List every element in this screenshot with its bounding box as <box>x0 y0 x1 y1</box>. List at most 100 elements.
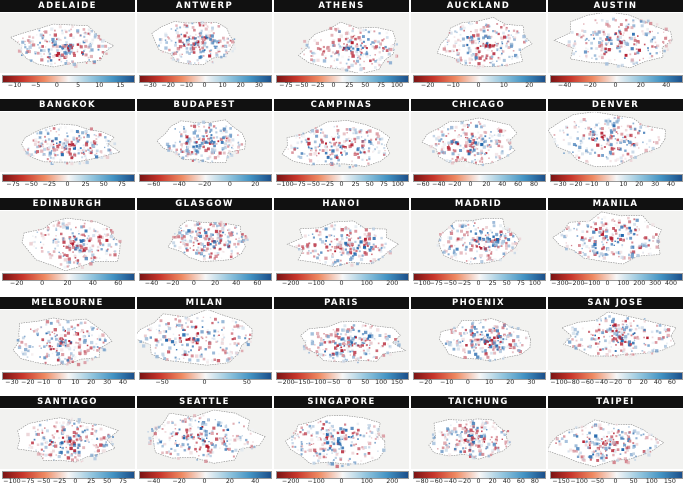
map-cell <box>636 144 638 146</box>
map-cell <box>500 36 504 41</box>
map-cell <box>497 332 500 335</box>
map-cell <box>196 332 200 335</box>
map-cell <box>348 56 350 58</box>
map-cell <box>239 325 241 327</box>
map-cell <box>190 354 194 358</box>
map-cell <box>175 326 177 328</box>
map-cell <box>24 343 28 346</box>
map-cell <box>657 337 661 341</box>
map-cell <box>453 244 456 247</box>
map-cell <box>487 346 490 349</box>
map-cell <box>182 229 185 232</box>
map-cell <box>602 256 606 260</box>
map-cell <box>355 249 358 253</box>
panel-budapest: BUDAPEST −60 −40 −20 0 20 <box>137 99 272 196</box>
map-cell <box>192 131 196 135</box>
map-cell <box>144 337 149 341</box>
colorbar <box>276 372 409 380</box>
map-cell <box>633 222 636 226</box>
map-cell <box>349 245 351 247</box>
map-cell <box>96 245 100 249</box>
map-cell <box>78 454 81 457</box>
map-cell <box>84 39 88 43</box>
map-cell <box>642 242 645 246</box>
map-cell <box>62 421 65 424</box>
map-cell <box>215 53 219 57</box>
map-cell <box>62 338 64 340</box>
map-cell <box>611 219 614 222</box>
colorbar-tick-label: 10 <box>619 181 628 188</box>
map-cell <box>70 156 74 160</box>
map-cell <box>365 240 368 242</box>
map-cell <box>579 55 581 57</box>
map-cell <box>63 44 67 47</box>
map-cell <box>642 23 645 25</box>
map-cell <box>466 36 469 39</box>
map-cell <box>604 130 607 133</box>
colorbar <box>139 75 272 83</box>
map-cell <box>490 252 493 255</box>
map-cell <box>44 427 46 429</box>
map-cell <box>40 326 42 328</box>
map-cell <box>615 344 617 346</box>
map-cell <box>317 146 319 148</box>
map-cell <box>199 34 202 37</box>
map-cell <box>574 345 576 347</box>
map-cell <box>490 139 493 143</box>
map-cell <box>297 243 301 246</box>
map-cell <box>64 357 67 360</box>
colorbar-tick-label: 20 <box>525 82 534 89</box>
map-cell <box>176 358 178 360</box>
map-cell <box>38 423 42 427</box>
map-cell <box>96 249 98 252</box>
map-cell <box>518 345 521 348</box>
map-cell <box>350 237 353 239</box>
map-cell <box>324 256 328 260</box>
map-cell <box>477 50 481 53</box>
map-cell <box>208 126 211 129</box>
map-cell <box>481 64 484 67</box>
map-cell <box>38 229 40 231</box>
map-cell <box>389 353 392 356</box>
map-cell <box>221 234 223 237</box>
map-cell <box>604 42 608 46</box>
map-cell <box>176 49 179 53</box>
colorbar-tick-label: 0 <box>339 181 344 188</box>
map-cell <box>213 144 216 148</box>
map-cell <box>64 62 68 65</box>
map-cell <box>64 341 67 345</box>
map-cell <box>353 151 356 154</box>
map-cell <box>329 154 331 156</box>
map-cell <box>318 254 321 257</box>
map-cell <box>458 134 460 136</box>
map-cell <box>589 250 591 253</box>
map-cell <box>88 441 90 443</box>
map-cell <box>68 265 70 267</box>
map-cell <box>49 59 53 62</box>
map-cell <box>615 120 619 124</box>
map-cell <box>72 62 76 67</box>
map-cell <box>502 129 506 133</box>
map-cell <box>614 327 617 330</box>
colorbar-tick-label: 50 <box>365 181 374 188</box>
map-cell <box>601 39 604 42</box>
map-cell <box>588 137 591 140</box>
map-cell <box>180 55 183 58</box>
map-cell <box>620 139 623 142</box>
map-cell <box>345 62 348 65</box>
map-cell <box>189 235 192 237</box>
map-cell <box>75 240 77 242</box>
map-cell <box>487 45 490 48</box>
map-cell <box>501 326 505 330</box>
colorbar <box>2 273 135 281</box>
map-cell <box>595 329 598 333</box>
map-cell <box>382 354 386 357</box>
map-cell <box>588 132 592 136</box>
map-cell <box>346 346 350 350</box>
map-cell <box>489 251 491 253</box>
map-cell <box>236 242 240 246</box>
map-cell <box>453 141 455 144</box>
map-cell <box>42 457 44 459</box>
map-cell <box>352 128 356 132</box>
map-cell <box>163 357 167 360</box>
